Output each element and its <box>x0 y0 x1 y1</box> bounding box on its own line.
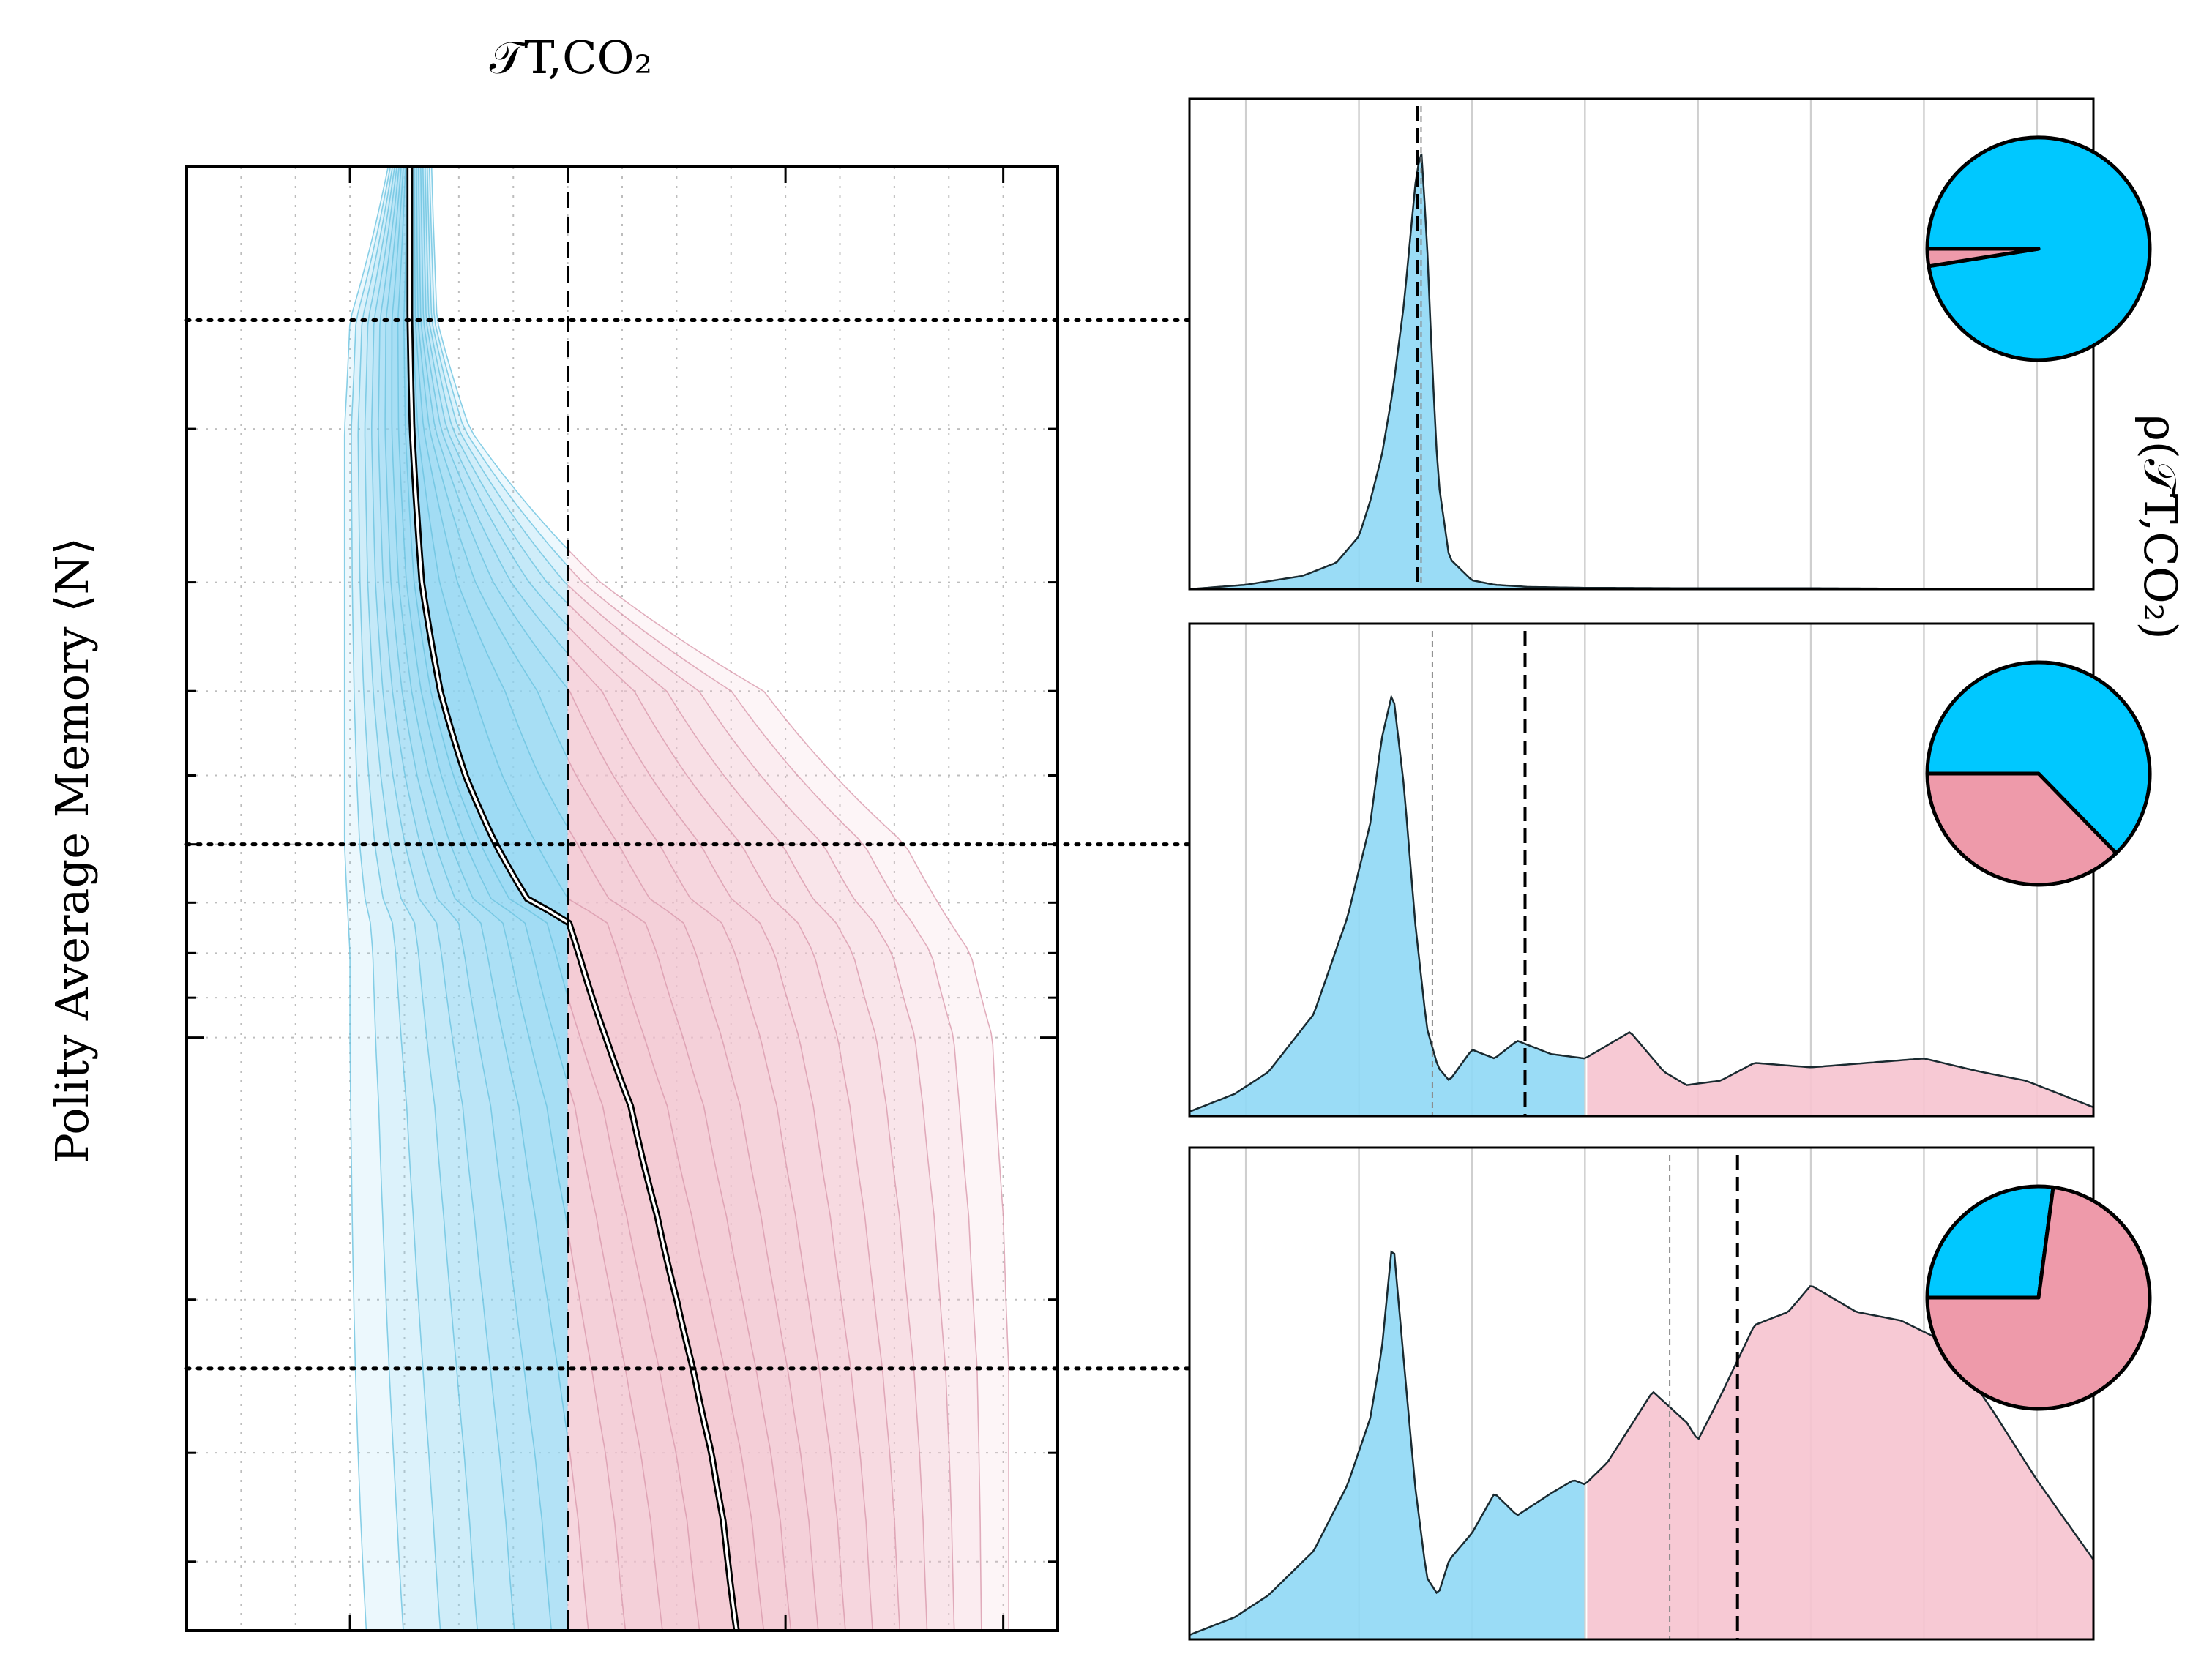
pie-slice-negative <box>1925 660 2152 856</box>
density-area-negative <box>1189 1251 1585 1639</box>
density-area-positive <box>1587 1032 2093 1116</box>
pie-slice-positive <box>1925 1185 2152 1411</box>
quantile-band-right <box>567 652 873 1631</box>
distribution-panel <box>1188 622 2152 1118</box>
band-group-right <box>567 548 1009 1631</box>
quantile-band-left <box>351 167 568 1631</box>
quantile-band-right <box>567 602 928 1631</box>
main-y-axis-label: Polity Average Memory ⟨N⟩ <box>45 537 99 1164</box>
density-area-negative <box>1189 697 1585 1116</box>
pie-slice-positive <box>1925 771 2118 887</box>
main-chart: 𝒯T,CO₂ Polity Average Memory ⟨N⟩ <box>45 31 1192 1632</box>
median-curve <box>406 167 740 1631</box>
density-axis-label: ρ(𝒯T,CO₂) <box>2134 414 2187 639</box>
density-area-negative <box>1189 154 1585 589</box>
quantile-band-right <box>567 625 901 1631</box>
pie-slice-negative <box>1925 1184 2055 1300</box>
memory-markers <box>184 318 1192 1371</box>
distribution-panel <box>1188 1146 2152 1641</box>
quantile-band-left <box>397 167 568 1086</box>
share-pie <box>1925 1184 2152 1411</box>
quantile-band-left <box>391 167 568 1234</box>
main-plot-frame <box>185 165 1059 1632</box>
share-pie <box>1925 135 2152 362</box>
quantile-band-right <box>567 548 1009 1631</box>
main-axis-ticks <box>187 165 1058 1631</box>
distribution-panel <box>1188 97 2152 591</box>
median-line-inner <box>408 167 738 1631</box>
quantile-band-right <box>567 826 792 1631</box>
quantile-band-right <box>567 757 819 1631</box>
main-x-axis-label: 𝒯T,CO₂ <box>490 31 653 84</box>
distribution-panels <box>1188 97 2152 1641</box>
quantile-band-right <box>567 687 846 1631</box>
density-curve <box>1189 694 2094 1113</box>
pie-slice-positive <box>1925 247 2041 269</box>
share-pie <box>1925 660 2152 887</box>
